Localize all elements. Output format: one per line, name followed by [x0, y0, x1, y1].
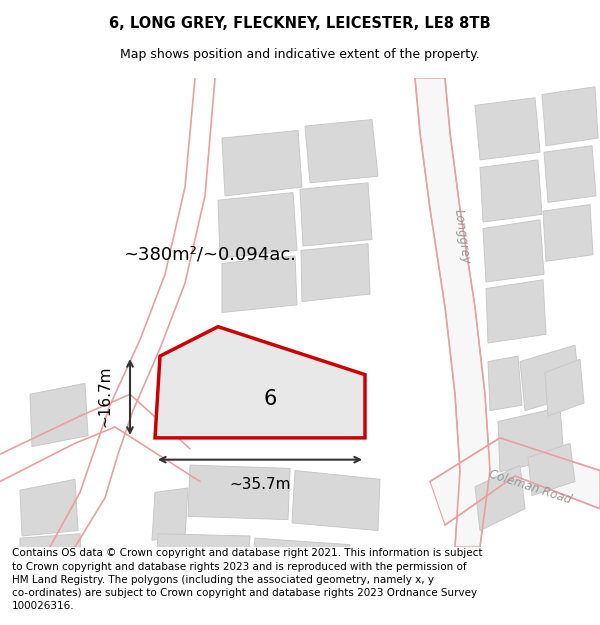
Text: 6: 6: [263, 389, 277, 409]
Polygon shape: [488, 356, 522, 411]
Polygon shape: [430, 438, 600, 525]
Polygon shape: [543, 204, 593, 261]
Text: ~35.7m: ~35.7m: [229, 477, 291, 492]
Polygon shape: [218, 192, 297, 258]
Polygon shape: [483, 220, 544, 282]
Polygon shape: [545, 359, 584, 416]
Text: ~380m²/~0.094ac.: ~380m²/~0.094ac.: [124, 246, 296, 264]
Polygon shape: [528, 443, 575, 496]
Polygon shape: [30, 383, 88, 447]
Polygon shape: [544, 146, 596, 202]
Text: 6, LONG GREY, FLECKNEY, LEICESTER, LE8 8TB: 6, LONG GREY, FLECKNEY, LEICESTER, LE8 8…: [109, 16, 491, 31]
Polygon shape: [152, 488, 188, 541]
Polygon shape: [252, 538, 350, 578]
Polygon shape: [20, 479, 78, 536]
Polygon shape: [480, 160, 542, 222]
Polygon shape: [156, 534, 250, 569]
Polygon shape: [498, 408, 564, 472]
Polygon shape: [301, 244, 370, 302]
Polygon shape: [475, 465, 525, 531]
Polygon shape: [292, 471, 380, 531]
Text: ~16.7m: ~16.7m: [97, 366, 113, 428]
Text: Map shows position and indicative extent of the property.: Map shows position and indicative extent…: [120, 48, 480, 61]
Text: Longgrey: Longgrey: [452, 208, 472, 264]
Polygon shape: [486, 280, 546, 343]
Polygon shape: [222, 131, 302, 196]
Polygon shape: [542, 87, 598, 146]
Polygon shape: [305, 119, 378, 182]
Text: Coleman Road: Coleman Road: [487, 468, 573, 506]
Polygon shape: [20, 534, 82, 578]
Polygon shape: [520, 345, 580, 411]
Polygon shape: [222, 256, 297, 312]
Polygon shape: [300, 182, 372, 246]
Polygon shape: [155, 327, 365, 438]
Polygon shape: [415, 78, 490, 547]
Text: Contains OS data © Crown copyright and database right 2021. This information is : Contains OS data © Crown copyright and d…: [12, 549, 482, 611]
Polygon shape: [188, 465, 290, 519]
Polygon shape: [475, 98, 540, 160]
